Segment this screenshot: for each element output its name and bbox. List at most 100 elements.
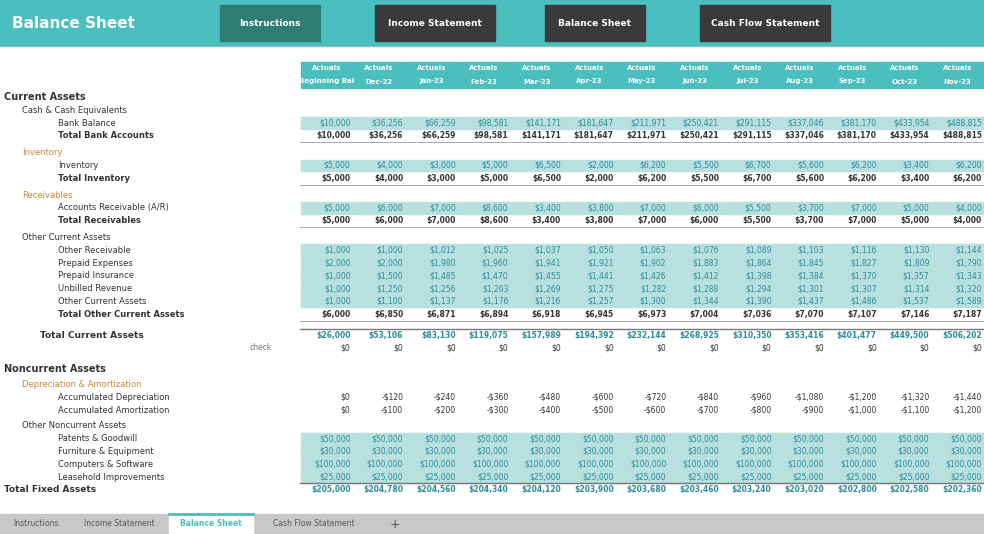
Text: $1,216: $1,216 xyxy=(534,297,561,306)
Text: Actuals: Actuals xyxy=(891,66,920,72)
Text: Noncurrent Assets: Noncurrent Assets xyxy=(4,364,106,374)
Text: -$400: -$400 xyxy=(539,405,561,414)
FancyBboxPatch shape xyxy=(353,257,404,269)
Text: $1,307: $1,307 xyxy=(850,284,877,293)
Text: Current Assets: Current Assets xyxy=(4,92,86,103)
FancyBboxPatch shape xyxy=(774,270,826,282)
Text: -$200: -$200 xyxy=(434,405,456,414)
Text: $25,000: $25,000 xyxy=(477,473,509,482)
Text: $1,050: $1,050 xyxy=(587,246,614,255)
Text: $291,115: $291,115 xyxy=(732,131,771,140)
Text: Apr-23: Apr-23 xyxy=(577,78,602,84)
Text: $291,115: $291,115 xyxy=(735,119,771,128)
Text: $2,000: $2,000 xyxy=(584,174,614,183)
Text: $25,000: $25,000 xyxy=(897,473,929,482)
Text: $100,000: $100,000 xyxy=(735,460,771,469)
FancyBboxPatch shape xyxy=(669,202,720,214)
Text: $1,470: $1,470 xyxy=(482,271,509,280)
Text: $6,200: $6,200 xyxy=(847,174,877,183)
Text: $7,004: $7,004 xyxy=(690,310,719,319)
Text: $4,000: $4,000 xyxy=(953,216,982,225)
Text: $203,240: $203,240 xyxy=(732,485,771,494)
Text: $0: $0 xyxy=(340,405,350,414)
Text: $1,921: $1,921 xyxy=(587,258,614,268)
Text: $0: $0 xyxy=(815,343,825,352)
FancyBboxPatch shape xyxy=(827,445,879,457)
FancyBboxPatch shape xyxy=(300,117,352,129)
Text: Mar-23: Mar-23 xyxy=(523,78,550,84)
Text: $2,000: $2,000 xyxy=(587,161,614,170)
FancyBboxPatch shape xyxy=(220,5,320,41)
Text: Dec-22: Dec-22 xyxy=(365,78,393,84)
Text: Total Inventory: Total Inventory xyxy=(58,174,130,183)
Text: Income Statement: Income Statement xyxy=(85,520,154,529)
Text: $5,500: $5,500 xyxy=(745,203,771,213)
FancyBboxPatch shape xyxy=(932,433,983,444)
FancyBboxPatch shape xyxy=(880,117,931,129)
FancyBboxPatch shape xyxy=(459,445,510,457)
Text: $1,437: $1,437 xyxy=(797,297,825,306)
Text: $0: $0 xyxy=(709,343,719,352)
Text: -$700: -$700 xyxy=(697,405,719,414)
Text: -$240: -$240 xyxy=(434,392,456,402)
FancyBboxPatch shape xyxy=(721,117,773,129)
Text: $3,400: $3,400 xyxy=(902,161,929,170)
Text: Actuals: Actuals xyxy=(943,66,972,72)
FancyBboxPatch shape xyxy=(616,160,668,171)
Text: $100,000: $100,000 xyxy=(946,460,982,469)
FancyBboxPatch shape xyxy=(932,471,983,483)
FancyBboxPatch shape xyxy=(669,471,720,483)
FancyBboxPatch shape xyxy=(459,160,510,171)
FancyBboxPatch shape xyxy=(459,202,510,214)
FancyBboxPatch shape xyxy=(353,62,404,75)
Text: Actuals: Actuals xyxy=(417,66,446,72)
FancyBboxPatch shape xyxy=(827,244,879,256)
Text: $250,421: $250,421 xyxy=(679,131,719,140)
Text: Balance Sheet: Balance Sheet xyxy=(180,520,242,529)
Text: $7,000: $7,000 xyxy=(426,216,456,225)
Text: $1,980: $1,980 xyxy=(429,258,456,268)
Text: Patents & Goodwill: Patents & Goodwill xyxy=(58,434,137,443)
Text: $6,973: $6,973 xyxy=(637,310,666,319)
Text: $1,790: $1,790 xyxy=(955,258,982,268)
Text: $6,894: $6,894 xyxy=(479,310,509,319)
FancyBboxPatch shape xyxy=(669,117,720,129)
Text: -$840: -$840 xyxy=(697,392,719,402)
Text: $1,384: $1,384 xyxy=(798,271,825,280)
Text: $50,000: $50,000 xyxy=(319,434,350,443)
Text: Actuals: Actuals xyxy=(312,66,341,72)
Text: $1,845: $1,845 xyxy=(798,258,825,268)
FancyBboxPatch shape xyxy=(405,282,458,294)
Text: $1,282: $1,282 xyxy=(640,284,666,293)
Text: $0: $0 xyxy=(551,343,561,352)
Text: $1,250: $1,250 xyxy=(377,284,403,293)
FancyBboxPatch shape xyxy=(300,458,352,470)
Text: $3,000: $3,000 xyxy=(427,174,456,183)
Text: $100,000: $100,000 xyxy=(683,460,719,469)
FancyBboxPatch shape xyxy=(669,445,720,457)
FancyBboxPatch shape xyxy=(774,244,826,256)
Text: $1,012: $1,012 xyxy=(429,246,456,255)
FancyBboxPatch shape xyxy=(669,282,720,294)
Text: $1,025: $1,025 xyxy=(482,246,509,255)
Text: $100,000: $100,000 xyxy=(840,460,877,469)
FancyBboxPatch shape xyxy=(459,270,510,282)
Text: $98,581: $98,581 xyxy=(474,131,509,140)
Text: $1,000: $1,000 xyxy=(377,246,403,255)
FancyBboxPatch shape xyxy=(880,295,931,307)
FancyBboxPatch shape xyxy=(511,75,563,88)
FancyBboxPatch shape xyxy=(827,458,879,470)
Text: $204,780: $204,780 xyxy=(363,485,403,494)
Text: Inventory: Inventory xyxy=(58,161,98,170)
FancyBboxPatch shape xyxy=(405,117,458,129)
Text: $6,700: $6,700 xyxy=(745,161,771,170)
Text: $202,360: $202,360 xyxy=(943,485,982,494)
FancyBboxPatch shape xyxy=(511,433,563,444)
FancyBboxPatch shape xyxy=(774,445,826,457)
Text: $100,000: $100,000 xyxy=(893,460,929,469)
FancyBboxPatch shape xyxy=(405,270,458,282)
FancyBboxPatch shape xyxy=(353,270,404,282)
Text: Income Statement: Income Statement xyxy=(388,19,482,27)
FancyBboxPatch shape xyxy=(880,202,931,214)
Text: $5,500: $5,500 xyxy=(743,216,771,225)
